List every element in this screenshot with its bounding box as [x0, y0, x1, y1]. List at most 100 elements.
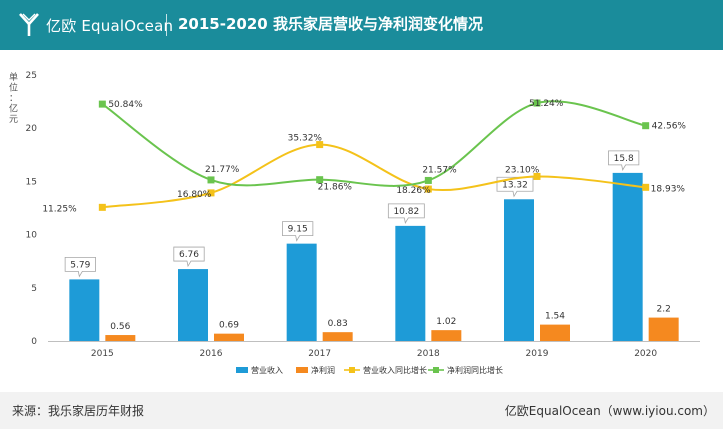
bar-value-label: 2.2 [657, 305, 671, 315]
brand-credit: 亿欧EqualOcean（www.iyiou.com） [504, 404, 715, 418]
line-marker [207, 189, 215, 197]
callout-box [608, 150, 640, 171]
bar-revenue [612, 172, 643, 341]
unit-label-char: ： [9, 94, 18, 104]
callout-box [282, 221, 314, 242]
header-divider [166, 14, 167, 36]
line-value-label: 18.26% [396, 186, 431, 196]
line-value-label: 50.84% [108, 100, 143, 110]
bar-value-label: 5.79 [70, 260, 90, 270]
line-marker [533, 99, 541, 107]
unit-label-text: 单位：亿元 [9, 71, 18, 125]
logo: 亿欧 EqualOcean [18, 10, 173, 40]
bar-value-label: 0.69 [219, 321, 239, 331]
bar-value-label: 6.76 [179, 250, 199, 260]
y-tick-label: 15 [26, 177, 37, 187]
legend-label: 营业收入同比增长 [363, 365, 427, 375]
bar-net-profit [105, 335, 136, 341]
bar-value-label: 9.15 [288, 225, 308, 235]
bar-net-profit [322, 332, 353, 341]
line-marker [207, 176, 215, 184]
footer-bar: 来源：我乐家居历年财报 亿欧EqualOcean（www.iyiou.com） [0, 392, 723, 429]
x-axis: 2015 2016 2017 2018 2019 2020 [48, 341, 700, 359]
revenue-callout: 6.76 [173, 246, 205, 268]
bar-value-label: 10.82 [393, 207, 419, 217]
bar-value-label: 1.02 [436, 317, 456, 327]
x-tick-label: 2016 [200, 349, 223, 359]
unit-label-char: 元 [9, 115, 18, 125]
revenue-callout: 13.32 [496, 176, 534, 198]
legend: 营业收入 净利润 营业收入同比增长 净利润同比增长 [236, 365, 503, 375]
legend-swatch [296, 367, 308, 373]
x-tick-label: 2017 [308, 349, 331, 359]
unit-label: 单位：亿元 [9, 71, 18, 125]
equalocean-logo-icon [19, 13, 39, 36]
line-marker [424, 185, 432, 193]
bar-revenue [69, 279, 100, 341]
source-note: 来源：我乐家居历年财报 [12, 404, 145, 418]
legend-item: 营业收入同比增长 [344, 365, 427, 375]
legend-item: 营业收入 [236, 365, 283, 375]
line-marker [98, 100, 106, 108]
bars-layer: 5.79 0.56 6.76 0.69 9.15 0.83 10.82 1.02 13.32 1.… [64, 150, 679, 341]
line-value-label: 21.57% [422, 165, 457, 175]
line-marker [316, 176, 324, 184]
callout-box [64, 256, 96, 278]
line-value-label: 16.80% [177, 190, 212, 200]
logo-text: 亿欧 EqualOcean [46, 16, 174, 35]
legend-label: 净利润 [311, 365, 335, 375]
revenue-callout: 15.8 [608, 150, 640, 171]
bar-value-label: 0.83 [328, 319, 348, 329]
legend-marker [433, 367, 439, 373]
line-value-label: 51.24% [529, 99, 564, 109]
bar-net-profit [540, 324, 570, 341]
bar-value-label: 0.56 [110, 322, 130, 332]
line-marker [533, 172, 541, 180]
legend-label: 营业收入 [251, 365, 283, 375]
legend-label: 净利润同比增长 [447, 365, 503, 375]
bar-value-label: 15.8 [614, 154, 634, 164]
y-tick-label: 25 [26, 71, 37, 81]
y-tick-label: 10 [26, 231, 38, 241]
x-tick-label: 2019 [526, 349, 549, 359]
revenue-callout: 9.15 [282, 221, 314, 242]
line-marker [424, 176, 432, 184]
line-value-label: 35.32% [288, 134, 323, 144]
line-value-label: 23.10% [505, 165, 540, 175]
header-bar: 亿欧 EqualOcean 2015-2020 我乐家居营收与净利润变化情况 [0, 0, 723, 50]
y-tick-label: 20 [26, 124, 38, 134]
y-axis: 0 5 10 15 20 25 [26, 71, 38, 347]
unit-label-char: 位 [9, 82, 18, 94]
x-tick-label: 2015 [91, 349, 114, 359]
line-value-label: 18.93% [651, 184, 686, 194]
x-tick-label: 2018 [417, 349, 440, 359]
y-tick-label: 0 [31, 337, 37, 347]
bar-net-profit [431, 330, 462, 341]
chart-title: 2015-2020 我乐家居营收与净利润变化情况 [178, 15, 483, 33]
line-marker [642, 183, 650, 191]
callout-box [496, 176, 534, 198]
line-marker [316, 141, 324, 149]
y-tick-label: 5 [31, 284, 37, 294]
line-value-label: 21.77% [205, 165, 240, 175]
line-revenue-growth [102, 143, 646, 209]
unit-label-char: 单 [9, 71, 18, 83]
line-value-label: 11.25% [42, 204, 77, 214]
lines-layer: 11.25% 16.80% 35.32% 18.26% 23.10% 18.93% 50.8… [42, 99, 686, 214]
line-value-label: 21.86% [318, 183, 353, 193]
bar-revenue [178, 269, 208, 341]
bar-value-label: 1.54 [545, 312, 565, 322]
revenue-callout: 5.79 [64, 256, 96, 278]
bar-value-label: 13.32 [502, 180, 528, 190]
bar-net-profit [648, 317, 679, 341]
callout-box [173, 246, 205, 268]
chart-svg: 单位：亿元 0 5 10 15 20 25 2015 2016 2017 2018 2019 202… [9, 71, 700, 375]
legend-item: 净利润同比增长 [428, 365, 503, 375]
bar-net-profit [214, 333, 244, 341]
line-value-label: 42.56% [652, 122, 687, 132]
line-marker [98, 203, 106, 211]
unit-label-char: 亿 [9, 103, 18, 115]
x-tick-label: 2020 [634, 349, 657, 359]
line-net-profit-growth [101, 100, 646, 187]
